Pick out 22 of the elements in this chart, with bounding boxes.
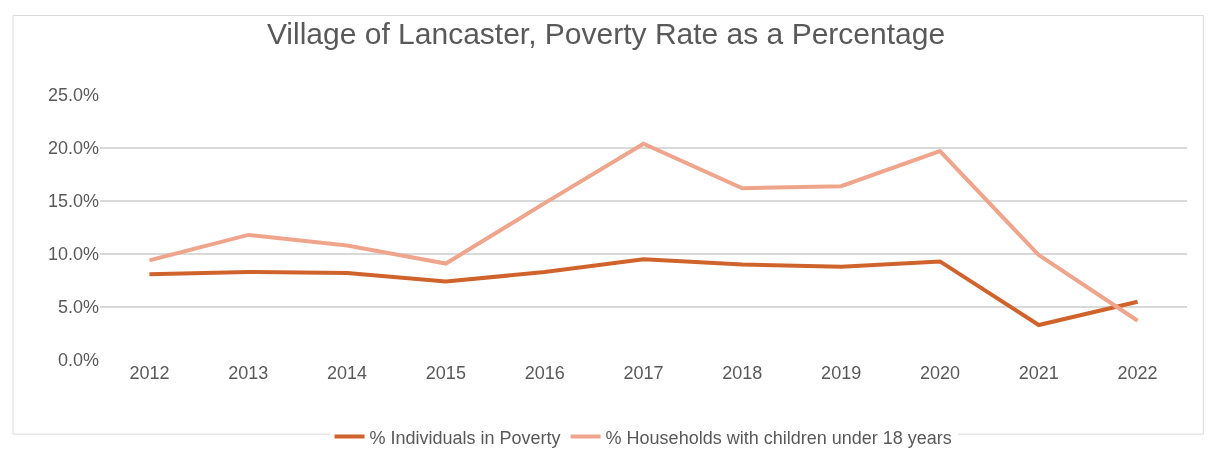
line-series xyxy=(147,257,1140,328)
x-tick-label: 2016 xyxy=(524,363,565,383)
x-tick-label: 2020 xyxy=(919,363,960,383)
y-tick-label: 20.0% xyxy=(47,138,99,159)
x-tick-label: 2019 xyxy=(821,363,862,383)
y-tick-label: 10.0% xyxy=(47,244,99,265)
x-tick-label: 2012 xyxy=(129,363,170,383)
chart-title: Village of Lancaster, Poverty Rate as a Percentage xyxy=(266,17,946,51)
line-series xyxy=(147,141,1140,323)
x-tick-label: 2015 xyxy=(425,363,466,383)
x-tick-label: 2017 xyxy=(623,363,664,383)
x-tick-label: 2022 xyxy=(1117,363,1158,383)
y-tick-label: 5.0% xyxy=(57,297,99,318)
x-tick-label: 2021 xyxy=(1018,363,1059,383)
y-tick-label: 15.0% xyxy=(47,191,99,212)
legend-label: % Individuals in Poverty xyxy=(369,427,561,448)
y-tick-label: 25.0% xyxy=(47,85,99,106)
x-tick-label: 2013 xyxy=(228,363,269,383)
x-tick-label: 2018 xyxy=(722,363,763,383)
legend-label: % Households with children under 18 years xyxy=(605,427,952,448)
y-tick-label: 0.0% xyxy=(57,350,99,371)
x-tick-label: 2014 xyxy=(327,363,368,383)
